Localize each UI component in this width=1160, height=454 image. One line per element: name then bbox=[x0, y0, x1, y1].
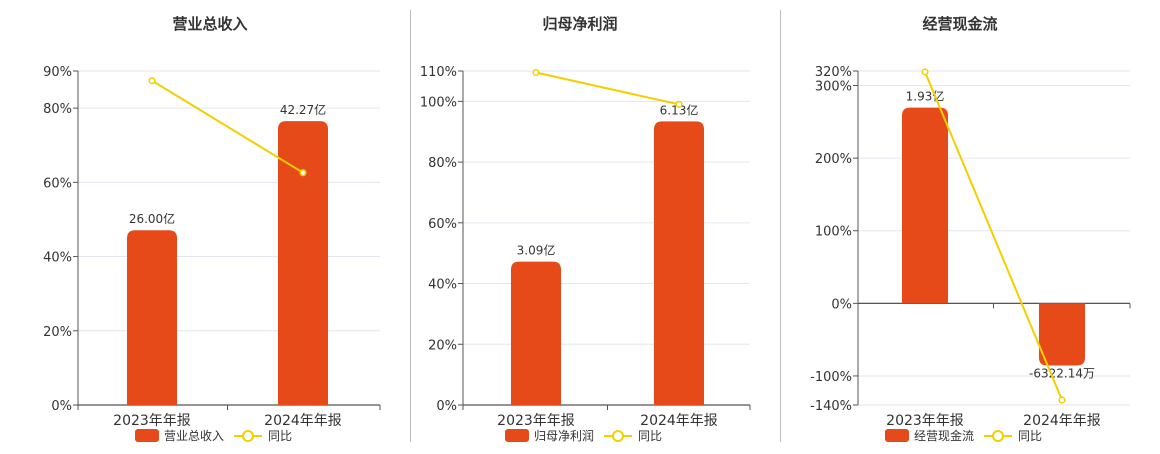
yoy-line bbox=[924, 71, 1063, 401]
bar bbox=[654, 121, 704, 406]
legend-label: 营业总收入 bbox=[164, 429, 224, 443]
y-tick-label: -140% bbox=[810, 399, 852, 414]
y-tick-label: 100% bbox=[815, 225, 852, 240]
bar-data-label: 42.27亿 bbox=[280, 102, 326, 117]
x-tick-label: 2024年年报 bbox=[1023, 413, 1101, 429]
bar bbox=[511, 261, 561, 405]
bar-data-label: 1.93亿 bbox=[906, 89, 945, 104]
legend-label: 同比 bbox=[1018, 429, 1042, 443]
y-tick-label: 40% bbox=[43, 251, 72, 266]
yoy-line bbox=[151, 79, 304, 174]
legend-label: 经营现金流 bbox=[914, 428, 974, 443]
chart-title: 归母净利润 bbox=[542, 15, 617, 33]
x-tick-label: 2024年年报 bbox=[264, 413, 342, 429]
y-tick-label: 0% bbox=[831, 297, 852, 312]
y-tick-label: 80% bbox=[43, 102, 72, 117]
y-tick-label: 20% bbox=[428, 338, 457, 353]
bar-data-label: 6.13亿 bbox=[660, 102, 699, 117]
x-tick-label: 2023年年报 bbox=[497, 413, 575, 429]
bar-data-label: 3.09亿 bbox=[517, 243, 556, 258]
y-tick-label: 40% bbox=[428, 278, 457, 293]
legend-swatch-point bbox=[242, 430, 254, 442]
legend-label: 同比 bbox=[638, 429, 662, 443]
yoy-line bbox=[535, 71, 680, 106]
bar bbox=[278, 121, 328, 405]
yoy-point bbox=[1058, 396, 1066, 404]
yoy-point bbox=[299, 169, 307, 177]
yoy-point bbox=[675, 100, 683, 108]
y-tick-label: 300% bbox=[815, 80, 852, 95]
legend-label: 同比 bbox=[268, 429, 292, 443]
bar bbox=[902, 107, 948, 304]
bar bbox=[1039, 303, 1085, 366]
yoy-point bbox=[148, 77, 156, 85]
yoy-point bbox=[532, 68, 540, 77]
x-tick-label: 2023年年报 bbox=[886, 413, 964, 429]
legend-label: 归母净利润 bbox=[534, 429, 594, 443]
y-tick-label: -100% bbox=[810, 370, 852, 385]
legend-swatch-bar bbox=[885, 429, 909, 442]
chart-title: 经营现金流 bbox=[922, 15, 997, 33]
y-tick-label: 320% bbox=[815, 65, 852, 80]
bar-data-label: 26.00亿 bbox=[129, 211, 175, 226]
legend-swatch-point bbox=[992, 430, 1004, 442]
yoy-point bbox=[921, 68, 929, 76]
y-tick-label: 0% bbox=[436, 399, 457, 414]
legend-swatch-bar bbox=[135, 429, 159, 442]
y-tick-label: 90% bbox=[43, 65, 72, 80]
y-tick-label: 200% bbox=[815, 152, 852, 167]
chart-title: 营业总收入 bbox=[172, 15, 247, 33]
x-tick-label: 2023年年报 bbox=[113, 413, 191, 429]
y-tick-label: 80% bbox=[428, 156, 457, 171]
y-tick-label: 0% bbox=[51, 399, 72, 414]
y-tick-label: 60% bbox=[43, 176, 72, 191]
y-tick-label: 110% bbox=[420, 65, 457, 80]
y-tick-label: 60% bbox=[428, 217, 457, 232]
y-tick-label: 100% bbox=[420, 95, 457, 110]
legend-swatch-point bbox=[612, 430, 624, 442]
bar-data-label: -6322.14万 bbox=[1029, 367, 1095, 381]
legend-swatch-bar bbox=[505, 429, 529, 442]
x-tick-label: 2024年年报 bbox=[640, 413, 718, 429]
bar bbox=[127, 230, 177, 405]
y-tick-label: 20% bbox=[43, 325, 72, 340]
